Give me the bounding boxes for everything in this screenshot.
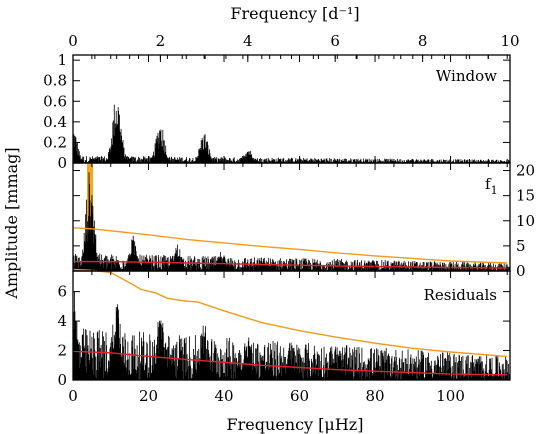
top-tick-label: 10 [500,32,519,50]
panel-f1 [72,164,511,271]
noise-level-line-f1 [72,260,508,269]
ytick-label-f1: 15 [516,187,535,205]
bottom-axis-title: Frequency [μHz] [227,415,364,434]
bottom-tick-label: 100 [436,387,465,405]
ytick-label-residuals: 2 [57,342,67,360]
bottom-tick-label: 40 [214,387,233,405]
panel-label-f1: f1 [485,175,498,197]
ytick-label-window: 0.8 [43,72,67,90]
bottom-tick-label: 80 [366,387,385,405]
significance-line-f1 [72,227,508,264]
panel-label-window: Window [436,67,497,85]
bottom-tick-label: 0 [68,387,78,405]
panel-residuals [72,268,511,380]
top-tick-label: 0 [68,32,78,50]
top-tick-label: 2 [156,32,166,50]
ytick-label-residuals: 4 [57,312,67,330]
significance-line-residuals [72,268,508,358]
top-axis-title: Frequency [d⁻¹] [230,4,359,23]
ytick-label-window: 0.4 [43,113,67,131]
frame-residuals [72,270,511,381]
ytick-label-f1: 0 [516,262,526,280]
panel-label-f1-main: f [485,175,492,193]
ytick-label-f1: 20 [516,162,535,180]
ytick-label-f1: 5 [516,237,526,255]
top-tick-label: 4 [243,32,253,50]
ytick-label-residuals: 6 [57,283,67,301]
top-tick-label: 6 [330,32,340,50]
ytick-label-residuals: 0 [57,371,67,389]
frame-f1 [72,162,511,272]
ytick-label-window: 0.6 [43,92,67,110]
noise-level-line-residuals [72,350,508,376]
ytick-label-window: 0.2 [43,133,67,151]
panel-label-f1-sub: 1 [491,184,498,197]
spectrum-f1 [72,172,511,271]
panel-window [72,104,511,163]
panel-label-residuals: Residuals [424,286,497,304]
ytick-label-window: 0 [57,154,67,172]
ytick-label-window: 1 [57,51,67,69]
bottom-tick-label: 60 [290,387,309,405]
top-tick-label: 8 [418,32,428,50]
spectrum-window [72,104,511,163]
bottom-tick-label: 20 [139,387,158,405]
ytick-label-f1: 10 [516,212,535,230]
y-axis-title: Amplitude [mmag] [2,147,21,299]
